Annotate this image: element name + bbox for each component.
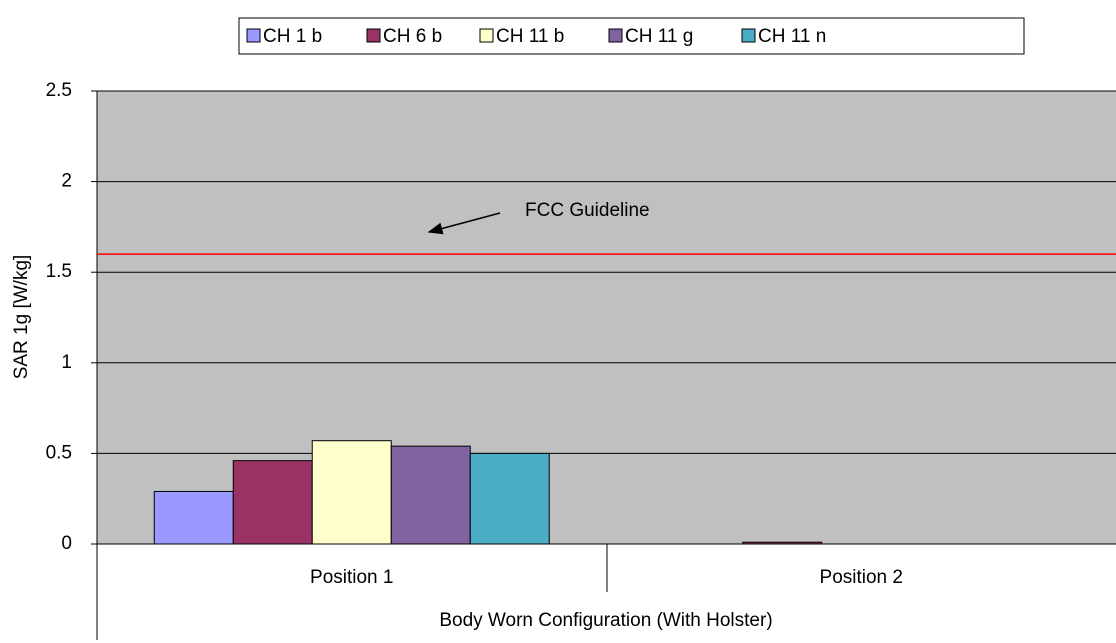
legend-swatch [608,28,623,43]
legend-label: CH 6 b [383,26,442,47]
bar [469,452,550,545]
annotation-arrow [427,212,501,235]
y-tick-label: 0.5 [46,442,72,463]
y-tick-label: 2 [61,171,72,192]
legend-swatch [366,28,381,43]
bar [232,460,313,545]
y-tick-label: 1 [61,352,72,373]
y-tick-label: 2.5 [46,80,72,101]
y-axis-label: SAR 1g [W/kg] [11,255,32,380]
legend-swatch [246,28,261,43]
annotation: FCC Guideline [525,200,650,221]
bar [311,440,392,545]
legend-label: CH 11 n [758,26,826,47]
legend-swatch [741,28,756,43]
legend-label: CH 11 b [496,26,564,47]
bar [153,490,234,545]
x-tick-label: Position 2 [820,567,903,588]
legend-label: CH 11 g [625,26,693,47]
x-axis-label: Body Worn Configuration (With Holster) [439,610,772,631]
y-tick-label: 1.5 [46,261,72,282]
legend-label: CH 1 b [263,26,322,47]
bar [390,445,471,545]
y-tick-label: 0 [61,533,72,554]
x-tick-label: Position 1 [310,567,393,588]
legend-swatch [479,28,494,43]
